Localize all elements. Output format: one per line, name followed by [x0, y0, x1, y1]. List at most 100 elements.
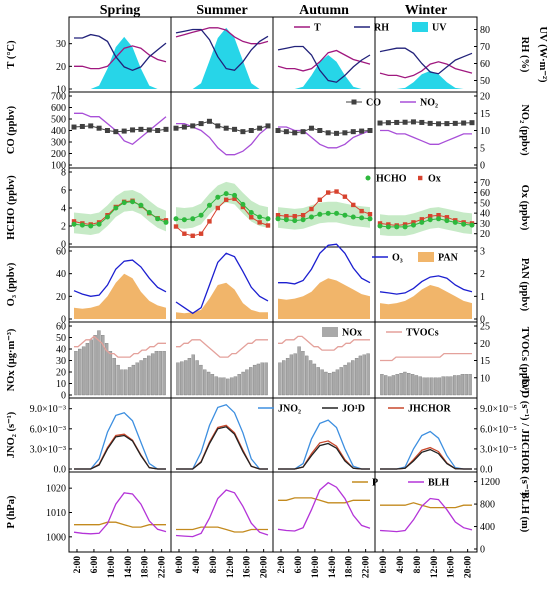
ox-marker — [325, 190, 331, 195]
left-tick-label-met: 10 — [56, 85, 66, 96]
right-axis-label-co: NO₂ (ppbv) — [519, 104, 530, 156]
nox-bar — [206, 371, 211, 396]
pan-area — [278, 278, 370, 319]
hcho-marker — [71, 221, 77, 227]
co-marker — [317, 128, 323, 133]
hcho-marker — [300, 217, 306, 223]
right-tick-label-o3: 0 — [480, 315, 485, 326]
hcho-marker — [410, 222, 416, 228]
nox-bar — [203, 369, 207, 396]
x-tick-label: 20:00 — [260, 556, 270, 578]
left-tick-label-co: 200 — [51, 149, 66, 160]
pressure-line — [278, 497, 370, 504]
nox-bar — [150, 353, 155, 396]
ox-marker — [411, 220, 416, 225]
nox-bar — [430, 377, 434, 396]
x-tick-label: 20:00 — [464, 556, 474, 578]
right-tick-label-hcho: 30 — [480, 219, 490, 230]
co-marker — [334, 130, 340, 136]
o3-line — [175, 252, 269, 315]
blh-line — [379, 497, 473, 533]
co-marker — [350, 129, 356, 135]
hcho-marker — [359, 215, 365, 221]
season-title-spring: Spring — [100, 3, 140, 18]
co-marker — [469, 120, 475, 126]
hcho-marker — [325, 210, 331, 216]
hcho-marker — [308, 214, 314, 220]
left-tick-label-co: 400 — [51, 126, 66, 137]
jno2-legend-label: JNO₂ — [278, 404, 301, 415]
rh-line — [175, 28, 269, 72]
ox-marker — [215, 205, 221, 211]
right-tick-label-hcho: 70 — [480, 178, 490, 189]
left-tick-label-co: 700 — [51, 92, 66, 103]
co-marker — [121, 128, 127, 134]
right-tick-label-hcho: 50 — [480, 198, 490, 209]
nox-bar — [199, 364, 203, 396]
nox-bar — [81, 346, 86, 396]
nox-bar — [301, 351, 305, 396]
nox-bar — [422, 377, 426, 396]
left-tick-label-nox: 20 — [56, 368, 66, 379]
hcho-marker — [215, 194, 221, 200]
hcho-marker — [88, 223, 94, 229]
nox-bar — [252, 364, 257, 396]
nox-bar — [297, 346, 301, 396]
jhcho-line — [74, 433, 166, 470]
nox-bar — [453, 375, 457, 396]
x-tick-label: 14:00 — [328, 556, 338, 578]
ox-marker — [275, 213, 281, 218]
uv-legend-label: UV — [432, 23, 447, 34]
nox-bar — [187, 358, 192, 396]
co-marker — [444, 121, 450, 127]
co-marker — [223, 125, 229, 131]
tvocs-line — [176, 339, 268, 358]
left-tick-label-o3: 60 — [56, 247, 66, 258]
hcho-uncertainty-band — [278, 201, 370, 230]
left-tick-label-met: 30 — [56, 39, 66, 50]
ox-marker — [334, 189, 339, 194]
hcho-marker — [96, 221, 102, 227]
ox-marker — [309, 206, 314, 212]
nox-bar — [218, 377, 222, 396]
no2-line — [176, 122, 269, 156]
jno2-line — [74, 411, 166, 470]
nox-bar — [312, 363, 317, 396]
co-marker — [292, 130, 298, 136]
uv-area — [278, 55, 370, 89]
nox-bar — [354, 358, 359, 396]
ox-marker — [427, 214, 433, 219]
right-tick-label-nox: 10 — [480, 373, 490, 384]
left-axis-label-hcho: HCHO (ppbv) — [6, 175, 17, 240]
hcho-marker — [427, 217, 433, 223]
left-tick-label-pblh: 1000 — [46, 532, 66, 543]
ox-marker — [300, 213, 306, 218]
right-tick-label-co: 20 — [480, 92, 490, 103]
right-tick-label-o3: 2 — [480, 269, 485, 280]
co-legend-swatch — [351, 99, 357, 105]
right-tick-label-co: 15 — [480, 109, 490, 120]
nox-bar — [191, 354, 195, 396]
co-marker — [300, 129, 306, 135]
co-marker — [461, 120, 467, 126]
nox-bar — [391, 375, 396, 396]
left-tick-label-nox: 0 — [61, 391, 66, 402]
nox-bar — [116, 364, 120, 396]
x-tick-label: 14:00 — [124, 556, 134, 578]
hcho-marker — [367, 216, 373, 222]
left-tick-label-met: 20 — [56, 62, 66, 73]
x-tick-label: 18:00 — [141, 556, 151, 578]
hcho-marker — [385, 224, 391, 230]
o3-line — [379, 275, 473, 295]
co-marker — [71, 124, 77, 130]
left-tick-label-hcho: 8 — [61, 168, 66, 179]
left-tick-label-co: 100 — [51, 161, 66, 172]
uv-area — [176, 27, 268, 89]
left-tick-label-co: 300 — [51, 138, 66, 149]
ox-marker — [377, 221, 383, 226]
ox-marker — [436, 213, 441, 218]
right-tick-label-co: 5 — [480, 143, 485, 154]
hcho-marker — [248, 210, 254, 215]
hcho-marker — [469, 222, 475, 228]
co-marker — [138, 126, 144, 132]
